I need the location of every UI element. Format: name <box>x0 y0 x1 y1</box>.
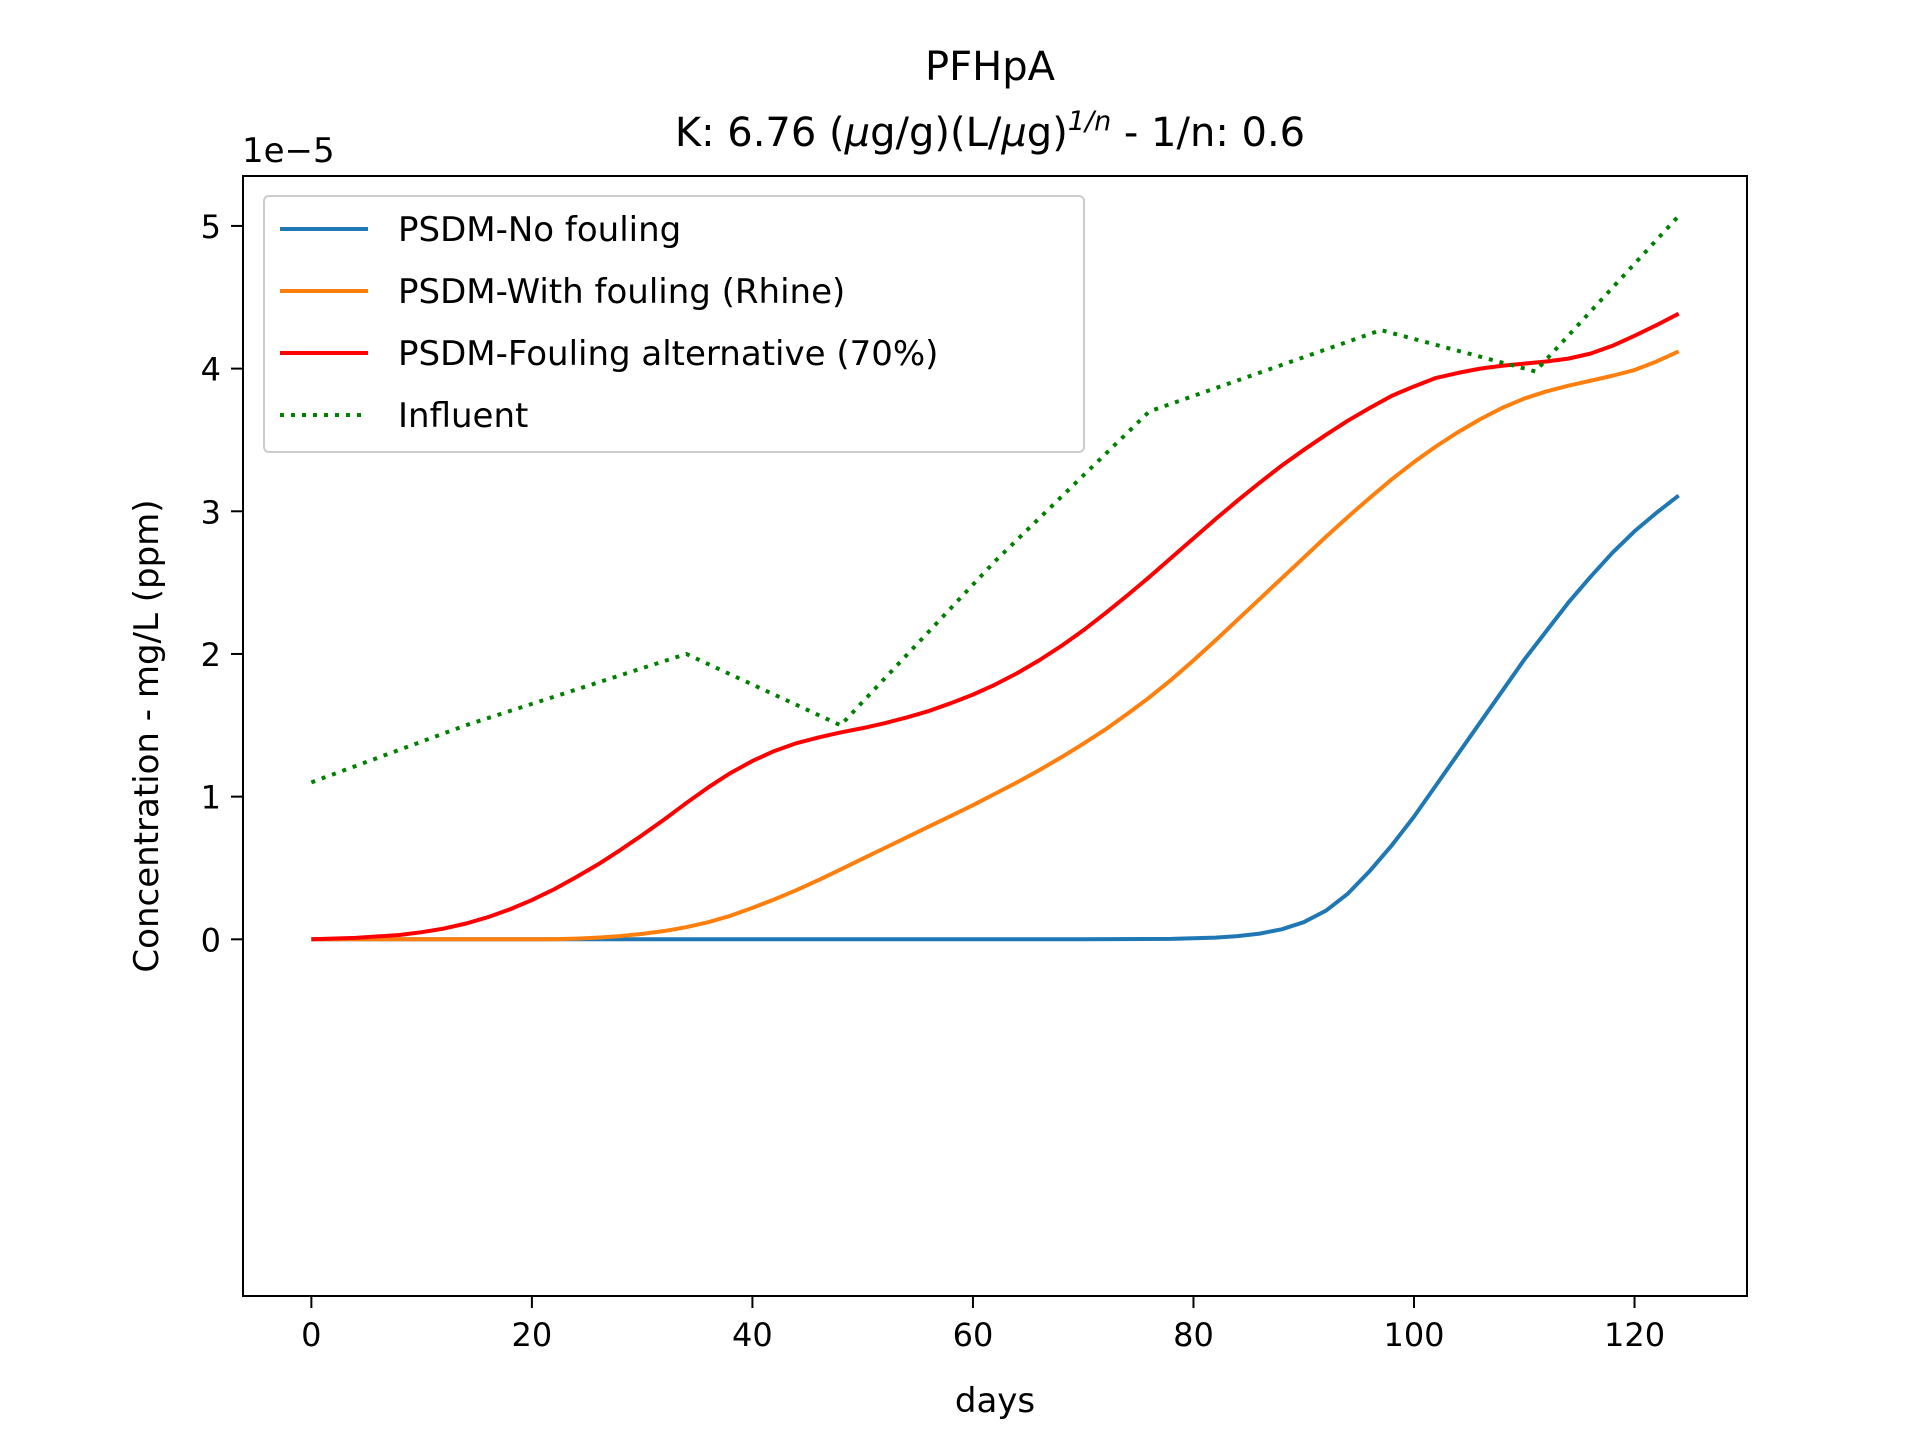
legend-label-psdm-with-fouling-rhine: PSDM-With fouling (Rhine) <box>398 272 845 312</box>
y-offset-label: 1e−5 <box>242 131 335 171</box>
x-tick-label: 20 <box>512 1316 553 1354</box>
y-tick-label: 1 <box>201 779 221 817</box>
series-line-psdm-fouling-alternative-70 <box>311 311 1680 942</box>
chart-title: PFHpA <box>925 44 1056 90</box>
x-tick-label: 80 <box>1173 1316 1214 1354</box>
x-tick-label: 120 <box>1604 1316 1665 1354</box>
subtitle-mu-1: μ <box>844 110 870 156</box>
y-axis-ticks: 0 1 2 3 4 5 <box>201 208 243 959</box>
subtitle-mid-2: g) <box>1027 110 1068 156</box>
x-tick-label: 100 <box>1383 1316 1444 1354</box>
series-line-psdm-no-fouling <box>311 494 1680 942</box>
legend-label-psdm-fouling-alternative-70: PSDM-Fouling alternative (70%) <box>398 334 938 374</box>
y-tick-label: 5 <box>201 208 221 246</box>
x-axis-label: days <box>955 1381 1035 1421</box>
chart-subtitle: K: 6.76 (μg/g)(L/μg)1/n - 1/n: 0.6 <box>675 106 1305 156</box>
legend-box <box>263 195 1085 453</box>
x-tick-label: 40 <box>732 1316 773 1354</box>
x-tick-label: 60 <box>953 1316 994 1354</box>
x-tick-label: 0 <box>301 1316 321 1354</box>
y-tick-label: 3 <box>201 493 221 531</box>
legend: PSDM-No fouling PSDM-With fouling (Rhine)… <box>263 195 1085 453</box>
subtitle-mu-2: μ <box>1000 110 1026 156</box>
plot-lines <box>310 214 1681 942</box>
y-tick-label: 4 <box>201 351 221 389</box>
series-line-psdm-with-fouling-rhine <box>311 349 1680 942</box>
subtitle-superscript: 1/n <box>1068 106 1111 137</box>
x-axis-ticks: 0 20 40 60 80 100 120 <box>301 1296 1665 1354</box>
subtitle-prefix: K: 6.76 ( <box>675 110 845 156</box>
subtitle-mid-1: g/g)(L/ <box>870 110 1002 156</box>
subtitle-suffix: - 1/n: 0.6 <box>1111 110 1305 156</box>
y-tick-label: 0 <box>201 921 221 959</box>
axes-frame <box>242 175 1748 1297</box>
y-axis-label: Concentration - mg/L (ppm) <box>127 499 167 972</box>
legend-label-psdm-no-fouling: PSDM-No fouling <box>398 210 681 250</box>
y-tick-label: 2 <box>201 636 221 674</box>
legend-entries: PSDM-No fouling PSDM-With fouling (Rhine)… <box>280 210 938 436</box>
legend-label-influent: Influent <box>398 396 528 436</box>
